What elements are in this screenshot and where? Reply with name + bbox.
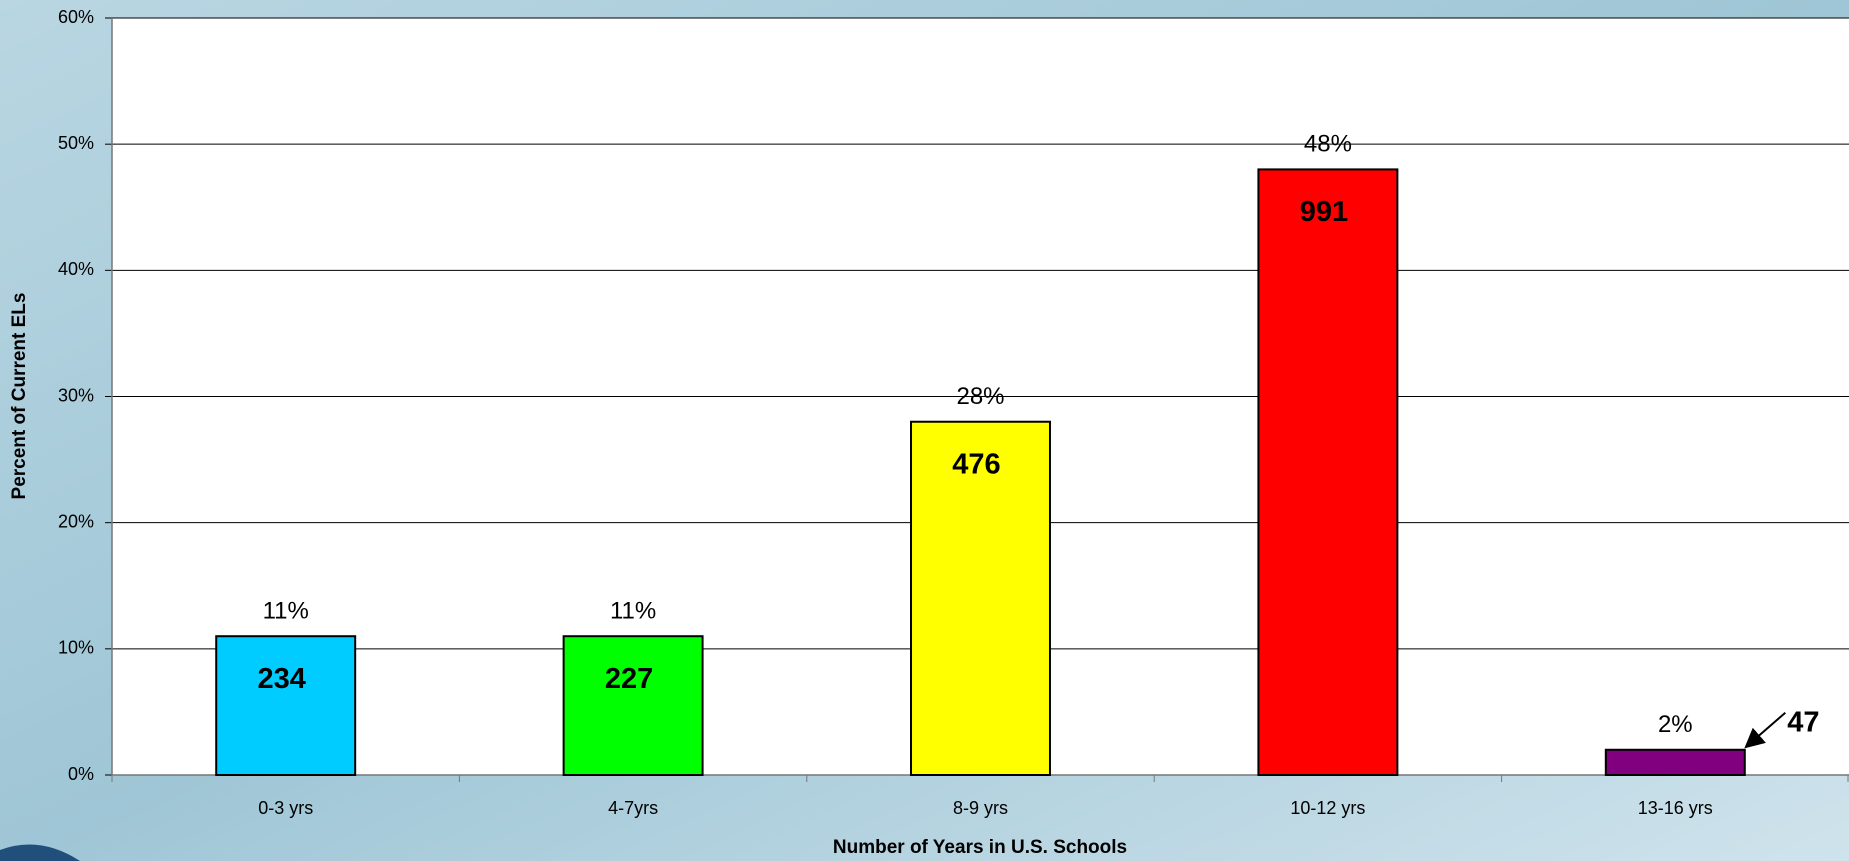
data-label: 28% xyxy=(956,383,1004,410)
x-tick-label: 8-9 yrs xyxy=(953,798,1008,818)
data-label: 11% xyxy=(610,598,656,625)
count-label: 476 xyxy=(952,448,1000,480)
bar xyxy=(910,420,1051,776)
x-tick-label: 4-7yrs xyxy=(608,798,658,818)
x-tick-label: 13-16 yrs xyxy=(1638,798,1713,818)
y-tick-label: 40% xyxy=(58,259,94,279)
y-tick-label: 10% xyxy=(58,638,94,658)
count-label: 227 xyxy=(605,663,653,695)
bar xyxy=(1257,168,1399,776)
y-tick-label: 60% xyxy=(58,7,94,27)
bar xyxy=(215,635,357,777)
y-tick-label: 20% xyxy=(58,511,94,531)
x-axis-title: Number of Years in U.S. Schools xyxy=(833,837,1127,858)
y-tick-label: 30% xyxy=(58,385,94,405)
bar xyxy=(562,635,704,777)
x-tick-label: 0-3 yrs xyxy=(258,798,313,818)
y-tick-label: 50% xyxy=(58,133,94,153)
count-label: 234 xyxy=(258,663,306,695)
data-label: 11% xyxy=(263,598,309,625)
data-label: 48% xyxy=(1304,131,1352,158)
y-tick-label: 0% xyxy=(68,764,94,784)
bar xyxy=(1604,748,1746,776)
decoration xyxy=(0,844,80,861)
count-arrow xyxy=(1744,712,1786,749)
count-label: 991 xyxy=(1300,196,1348,228)
x-tick-label: 10-12 yrs xyxy=(1290,798,1365,818)
count-label: 47 xyxy=(1787,706,1819,738)
data-label: 2% xyxy=(1658,711,1693,738)
y-axis-title: Percent of Current ELs xyxy=(9,293,30,500)
